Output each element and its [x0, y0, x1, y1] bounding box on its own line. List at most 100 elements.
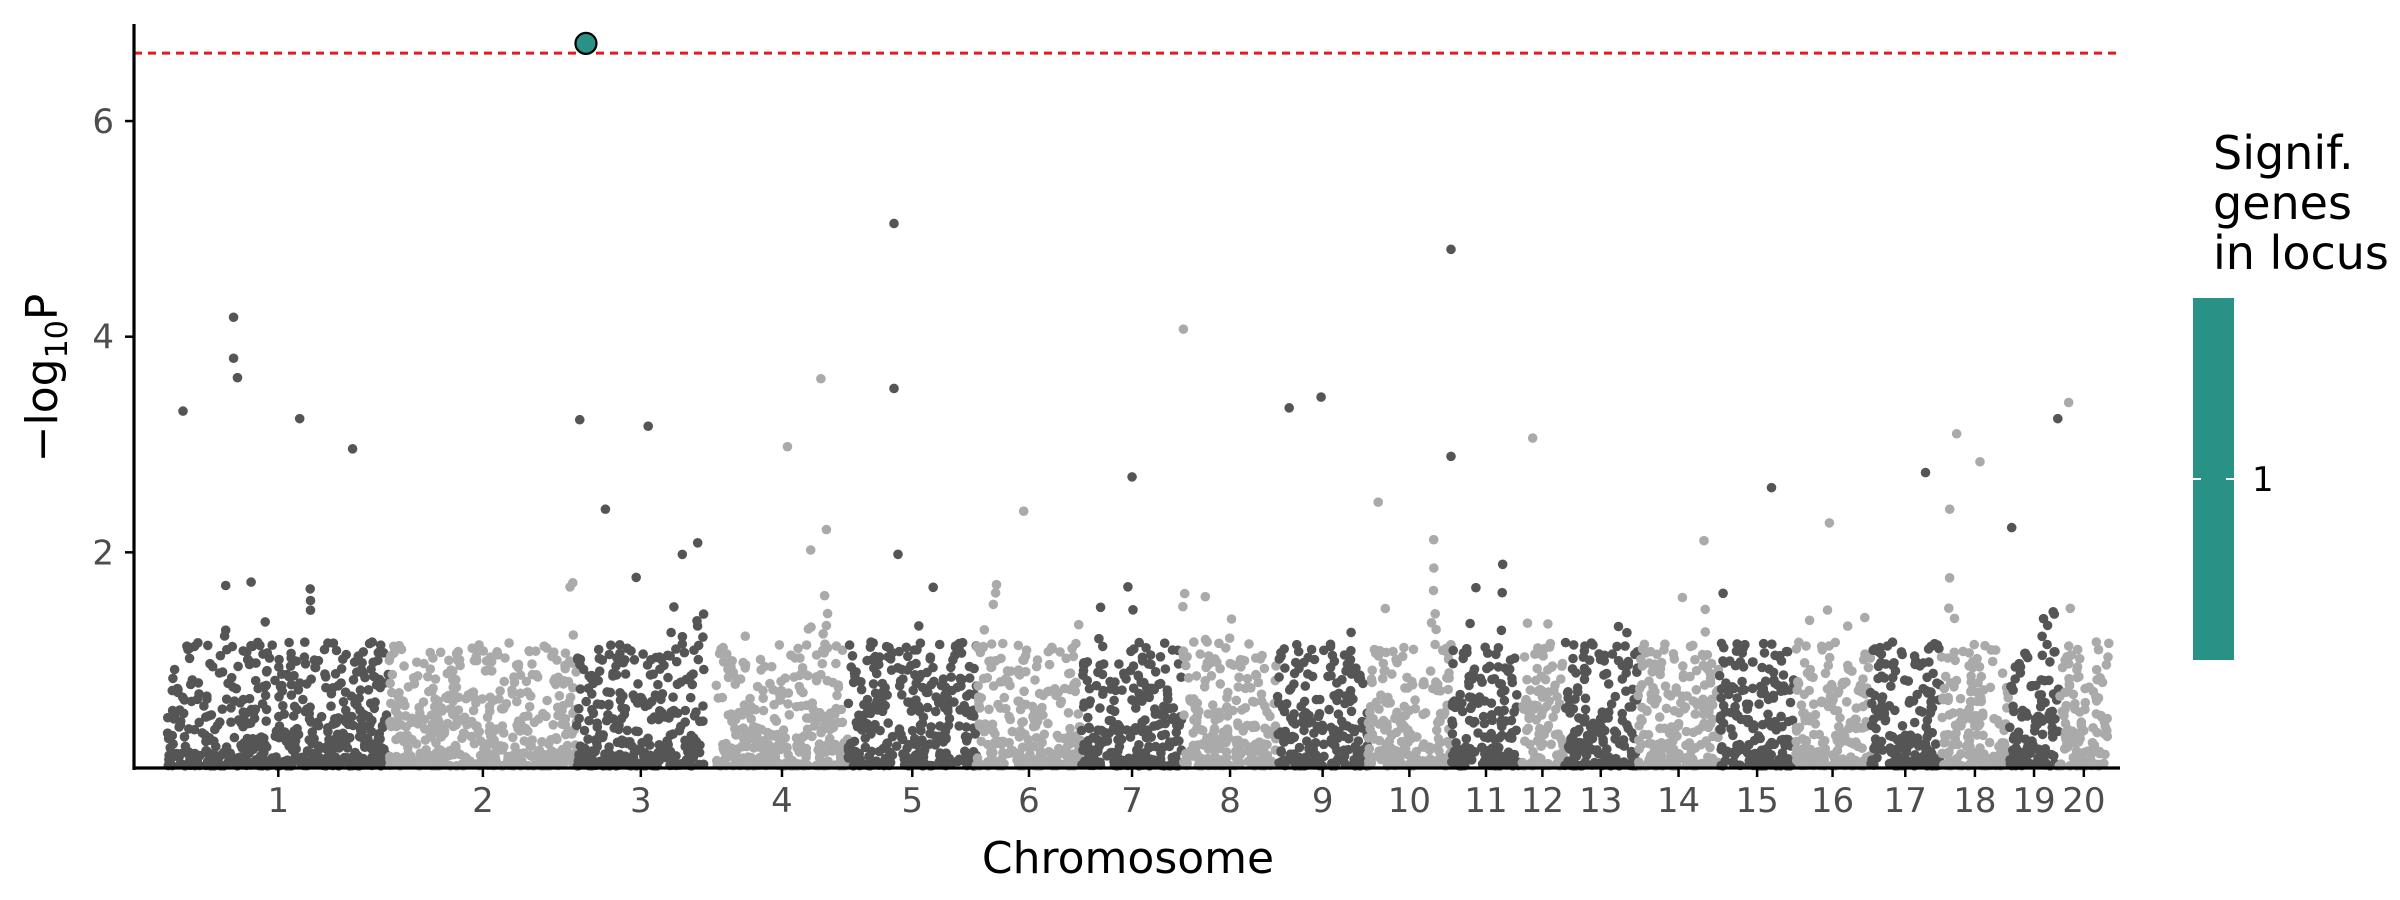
snp-point [428, 653, 438, 663]
snp-point [1426, 618, 1437, 628]
snp-point [1842, 621, 1853, 631]
snp-point [402, 757, 412, 768]
snp-point [326, 701, 336, 711]
snp-point [1647, 667, 1657, 677]
snp-point [931, 692, 941, 702]
snp-point [275, 681, 286, 692]
snp-point [1128, 661, 1139, 671]
snp-point [1014, 668, 1024, 679]
top-snp-point [347, 444, 358, 454]
snp-point [1672, 731, 1682, 741]
snp-point [284, 671, 294, 682]
snp-point [1434, 715, 1445, 726]
snp-point [503, 754, 513, 765]
snp-point [1444, 673, 1454, 683]
snp-point [316, 711, 327, 722]
snp-point [1097, 669, 1108, 680]
snp-point [1822, 684, 1833, 694]
snp-point [955, 674, 966, 685]
snp-point [559, 676, 569, 686]
snp-point [955, 705, 965, 715]
snp-point [1366, 758, 1377, 769]
snp-point [1546, 739, 1556, 750]
snp-point [2047, 727, 2058, 738]
top-snp-point [1920, 467, 1931, 478]
snp-point [1776, 735, 1787, 745]
snp-point [1899, 741, 1910, 751]
snp-point [1603, 679, 1614, 689]
snp-point [1396, 736, 1407, 747]
snp-point [983, 739, 993, 750]
snp-point [338, 728, 348, 739]
y-axis-ticks: 246 [92, 102, 134, 573]
snp-point [1226, 614, 1237, 624]
snp-point [1754, 699, 1764, 709]
snp-point [615, 688, 625, 698]
snp-point [1819, 736, 1829, 747]
snp-point [1691, 665, 1702, 676]
snp-point [882, 739, 892, 750]
chromosome-18-points [1936, 504, 2013, 771]
snp-point [1726, 707, 1736, 718]
snp-point [1782, 646, 1793, 657]
snp-point [1206, 671, 1217, 681]
snp-point [692, 538, 703, 548]
snp-point [988, 599, 999, 610]
snp-point [768, 684, 778, 695]
snp-point [1380, 603, 1391, 614]
snp-point [590, 735, 601, 745]
snp-point [1501, 750, 1511, 761]
snp-point [686, 671, 696, 681]
snp-point [1454, 697, 1465, 707]
snp-point [162, 728, 173, 738]
snp-point [961, 722, 972, 732]
snp-point [193, 638, 203, 648]
snp-point [507, 689, 518, 699]
snp-point [1701, 662, 1711, 672]
top-snp-point [228, 353, 239, 364]
snp-point [1224, 633, 1235, 643]
snp-point [1536, 649, 1546, 659]
snp-point [427, 719, 438, 729]
snp-point [1288, 717, 1298, 727]
snp-point [1223, 732, 1234, 743]
snp-point [603, 700, 614, 711]
snp-point [1116, 734, 1127, 745]
snp-point [440, 758, 450, 769]
snp-point [399, 661, 409, 671]
snp-point [1259, 663, 1270, 674]
snp-point [775, 693, 785, 703]
snp-point [561, 756, 571, 767]
snp-point [1521, 695, 1531, 706]
snp-point [1137, 652, 1148, 663]
snp-point [1637, 644, 1648, 654]
snp-point [461, 693, 471, 704]
snp-point [1214, 707, 1224, 718]
snp-point [1326, 670, 1336, 681]
top-snp-point [816, 373, 826, 384]
top-snp-point [294, 413, 305, 424]
snp-point [532, 672, 543, 682]
snp-point [249, 713, 260, 724]
snp-point [260, 617, 271, 627]
snp-point [1984, 737, 1995, 748]
snp-point [1242, 673, 1253, 684]
snp-point [1104, 715, 1115, 726]
snp-point [2014, 732, 2024, 743]
snp-point [907, 725, 918, 736]
snp-point [1801, 641, 1811, 651]
snp-point [1735, 640, 1745, 651]
snp-point [1833, 688, 1843, 698]
snp-point [793, 643, 803, 654]
snp-point [986, 656, 997, 667]
chromosome-7-points [1076, 582, 1187, 771]
snp-point [1475, 673, 1486, 684]
snp-point [252, 637, 263, 648]
snp-point [194, 689, 204, 699]
snp-point [857, 725, 867, 735]
snp-point [514, 716, 525, 727]
snp-point [527, 659, 537, 669]
snp-point [818, 629, 828, 639]
snp-point [1532, 663, 1542, 674]
